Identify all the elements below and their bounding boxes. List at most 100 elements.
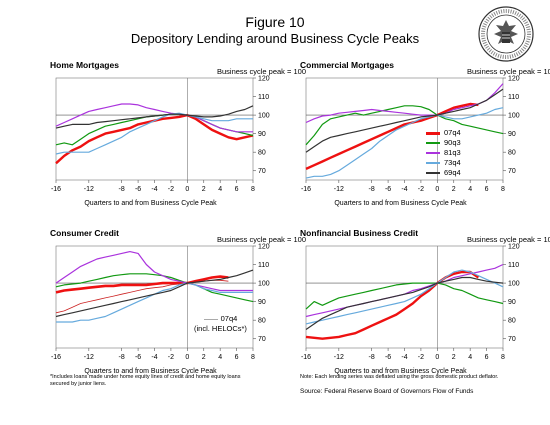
y-tick-label: 90 (508, 131, 516, 138)
x-tick-label: -8 (369, 186, 375, 193)
inset-legend: 07q4 (incl. HELOCs*) (194, 314, 247, 334)
y-tick-label: 80 (508, 150, 516, 157)
peak-annotation: Business cycle peak = 100 (216, 235, 306, 244)
y-tick-label: 100 (258, 113, 270, 120)
y-tick-label: 80 (258, 150, 266, 157)
y-tick-label: 100 (508, 113, 520, 120)
series-line (305, 105, 504, 146)
x-tick-label: 2 (452, 186, 456, 193)
x-tick-label: -8 (119, 354, 125, 361)
x-tick-label: 0 (435, 354, 439, 361)
y-tick-label: 110 (258, 262, 269, 269)
x-tick-label: 2 (202, 354, 206, 361)
peak-annotation: Business cycle peak = 100 (466, 235, 550, 244)
chart-plot: -16 -12 -8 -6 -4 -2 0 2 4 6 8 70 80 90 100 110 120 (51, 244, 270, 362)
federal-reserve-seal-icon (478, 6, 534, 62)
x-tick-label: -12 (84, 186, 94, 193)
peak-annotation: Business cycle peak = 100 (216, 67, 306, 76)
chart-plot: -16 -12 -8 -6 -4 -2 0 2 4 6 8 70 80 90 100 110 120 (51, 76, 270, 194)
x-tick-label: 0 (185, 186, 189, 193)
x-tick-label: 0 (185, 354, 189, 361)
x-tick-label: -8 (119, 186, 125, 193)
y-tick-label: 70 (508, 168, 516, 175)
x-tick-label: 6 (485, 186, 489, 193)
y-tick-label: 110 (508, 94, 519, 101)
x-tick-label: -4 (151, 354, 157, 361)
series-line (305, 269, 504, 325)
x-axis-label: Quarters to and from Business Cycle Peak (84, 200, 217, 207)
x-tick-label: 4 (218, 186, 222, 193)
series-line (305, 88, 504, 153)
inset-legend-swatch (203, 318, 218, 320)
footnote: *Includes loans made under home equity l… (50, 374, 241, 387)
chart-plot: -16 -12 -8 -6 -4 -2 0 2 4 6 8 70 80 90 100 110 120 (301, 76, 520, 194)
series-line (55, 113, 254, 165)
x-tick-label: 6 (235, 186, 239, 193)
y-tick-label: 90 (258, 299, 266, 306)
source-line: Source: Federal Reserve Board of Governo… (300, 388, 474, 395)
series-line (55, 112, 253, 155)
legend-label: 73q4 (444, 158, 461, 167)
series-line (305, 282, 504, 310)
x-tick-label: 2 (452, 354, 456, 361)
y-tick-label: 70 (258, 168, 266, 175)
x-tick-label: -12 (84, 354, 94, 361)
y-tick-label: 100 (258, 281, 270, 288)
y-tick-label: 120 (508, 76, 520, 83)
x-tick-label: -4 (401, 186, 407, 193)
x-tick-label: -16 (301, 354, 311, 361)
x-tick-label: -2 (168, 186, 174, 193)
chart-home-mortgages: Home Mortgages Business cycle peak = 100… (48, 60, 306, 220)
y-tick-label: 90 (508, 299, 516, 306)
series-line (55, 269, 254, 318)
series-line (55, 251, 253, 292)
legend-label: 90q3 (444, 138, 461, 147)
x-tick-label: -4 (401, 354, 407, 361)
x-axis-label: Quarters to and from Business Cycle Peak (334, 200, 467, 207)
x-tick-label: -16 (301, 186, 311, 193)
y-tick-label: 120 (508, 244, 520, 251)
plot-frame (305, 77, 504, 181)
x-tick-label: -12 (334, 354, 344, 361)
y-tick-label: 90 (258, 131, 266, 138)
chart-note: Note: Each lending series was deflated u… (300, 374, 499, 380)
x-tick-label: -2 (418, 186, 424, 193)
chart-consumer-credit: Consumer Credit Business cycle peak = 10… (48, 228, 306, 388)
series-line (55, 275, 229, 294)
x-tick-label: 2 (202, 186, 206, 193)
x-tick-label: 8 (251, 354, 255, 361)
series-line (55, 103, 253, 133)
peak-annotation: Business cycle peak = 100 (466, 67, 550, 76)
figure-title: Figure 10 (245, 14, 305, 30)
legend-label: 07q4 (444, 128, 461, 137)
inset-legend-series: 07q4 (220, 314, 238, 323)
x-tick-label: 6 (485, 354, 489, 361)
x-tick-label: -2 (168, 354, 174, 361)
chart-title: Nonfinancial Business Credit (300, 228, 419, 238)
series-line (305, 83, 504, 124)
x-tick-label: 8 (251, 186, 255, 193)
legend-label: 81q3 (444, 148, 461, 157)
x-tick-label: 6 (235, 354, 239, 361)
x-tick-label: -16 (51, 354, 61, 361)
y-tick-label: 80 (508, 318, 516, 325)
chart-title: Home Mortgages (50, 60, 119, 70)
chart-nonfinancial-business-credit: Nonfinancial Business Credit Business cy… (298, 228, 550, 388)
series-line (305, 276, 504, 330)
x-tick-label: 0 (435, 186, 439, 193)
x-tick-label: -2 (418, 354, 424, 361)
chart-title: Commercial Mortgages (300, 60, 394, 70)
y-tick-label: 120 (258, 244, 270, 251)
y-tick-label: 80 (258, 318, 266, 325)
x-axis-label: Quarters to and from Business Cycle Peak (334, 368, 467, 375)
x-tick-label: -16 (51, 186, 61, 193)
x-tick-label: -6 (385, 186, 391, 193)
x-axis-label: Quarters to and from Business Cycle Peak (84, 368, 217, 375)
legend-label: 69q4 (444, 168, 461, 177)
series-line (305, 107, 504, 179)
inset-legend-note: (incl. HELOCs*) (194, 324, 247, 333)
figure-subtitle: Depository Lending around Business Cycle… (130, 31, 420, 46)
x-tick-label: 4 (468, 354, 472, 361)
x-tick-label: -8 (369, 354, 375, 361)
y-tick-label: 110 (508, 262, 519, 269)
